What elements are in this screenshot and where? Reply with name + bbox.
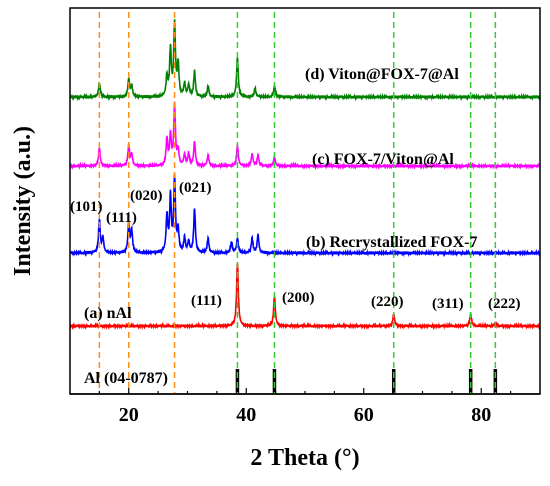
al-hkl-label-2: (220) [371, 294, 404, 310]
series-line-2 [69, 173, 541, 258]
series-line-1 [69, 101, 541, 171]
series-line-0 [69, 19, 541, 102]
series-label-3: (a) nAl [84, 305, 132, 322]
reference-label: Al (04-0787) [84, 370, 168, 387]
fox7-hkl-label-0: (101) [70, 199, 103, 215]
traces-layer [69, 19, 541, 331]
x-tick-label-2: 60 [354, 404, 374, 426]
annotation-labels: (d) Viton@FOX-7@Al (c) FOX-7/Viton@Al (b) … [70, 66, 521, 387]
fox7-hkl-label-3: (021) [179, 180, 212, 196]
series-label-1: (c) FOX-7/Viton@Al [312, 151, 454, 168]
fox7-hkl-label-1: (111) [106, 210, 137, 226]
guide-lines [98, 12, 497, 394]
al-hkl-label-1: (200) [282, 290, 315, 306]
fox7-hkl-label-2: (020) [130, 188, 163, 204]
al-hkl-label-0: (111) [191, 293, 222, 309]
series-label-2: (b) Recrystallized FOX-7 [306, 234, 478, 251]
x-tick-label-1: 40 [236, 404, 256, 426]
series-line-3 [69, 263, 541, 331]
y-axis-label: Intensity (a.u.) [10, 126, 36, 276]
series-label-0: (d) Viton@FOX-7@Al [305, 66, 459, 83]
x-axis: 20 40 60 80 [69, 388, 541, 426]
x-axis-label: 2 Theta (°) [250, 445, 359, 471]
x-tick-label-3: 80 [471, 404, 491, 426]
al-hkl-label-3: (311) [432, 296, 464, 312]
x-tick-label-0: 20 [119, 404, 139, 426]
al-hkl-label-4: (222) [488, 296, 521, 312]
